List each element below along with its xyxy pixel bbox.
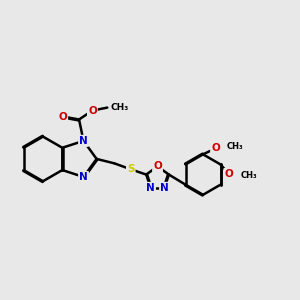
Text: N: N (146, 183, 155, 193)
Text: N: N (160, 183, 169, 193)
Text: O: O (153, 161, 162, 171)
Text: N: N (79, 172, 88, 182)
Text: CH₃: CH₃ (111, 103, 129, 112)
Text: O: O (58, 112, 67, 122)
Text: CH₃: CH₃ (240, 171, 257, 180)
Text: O: O (211, 143, 220, 153)
Text: S: S (127, 164, 134, 174)
Text: CH₃: CH₃ (227, 142, 243, 152)
Text: N: N (79, 136, 88, 146)
Text: O: O (88, 106, 97, 116)
Text: O: O (224, 169, 233, 179)
